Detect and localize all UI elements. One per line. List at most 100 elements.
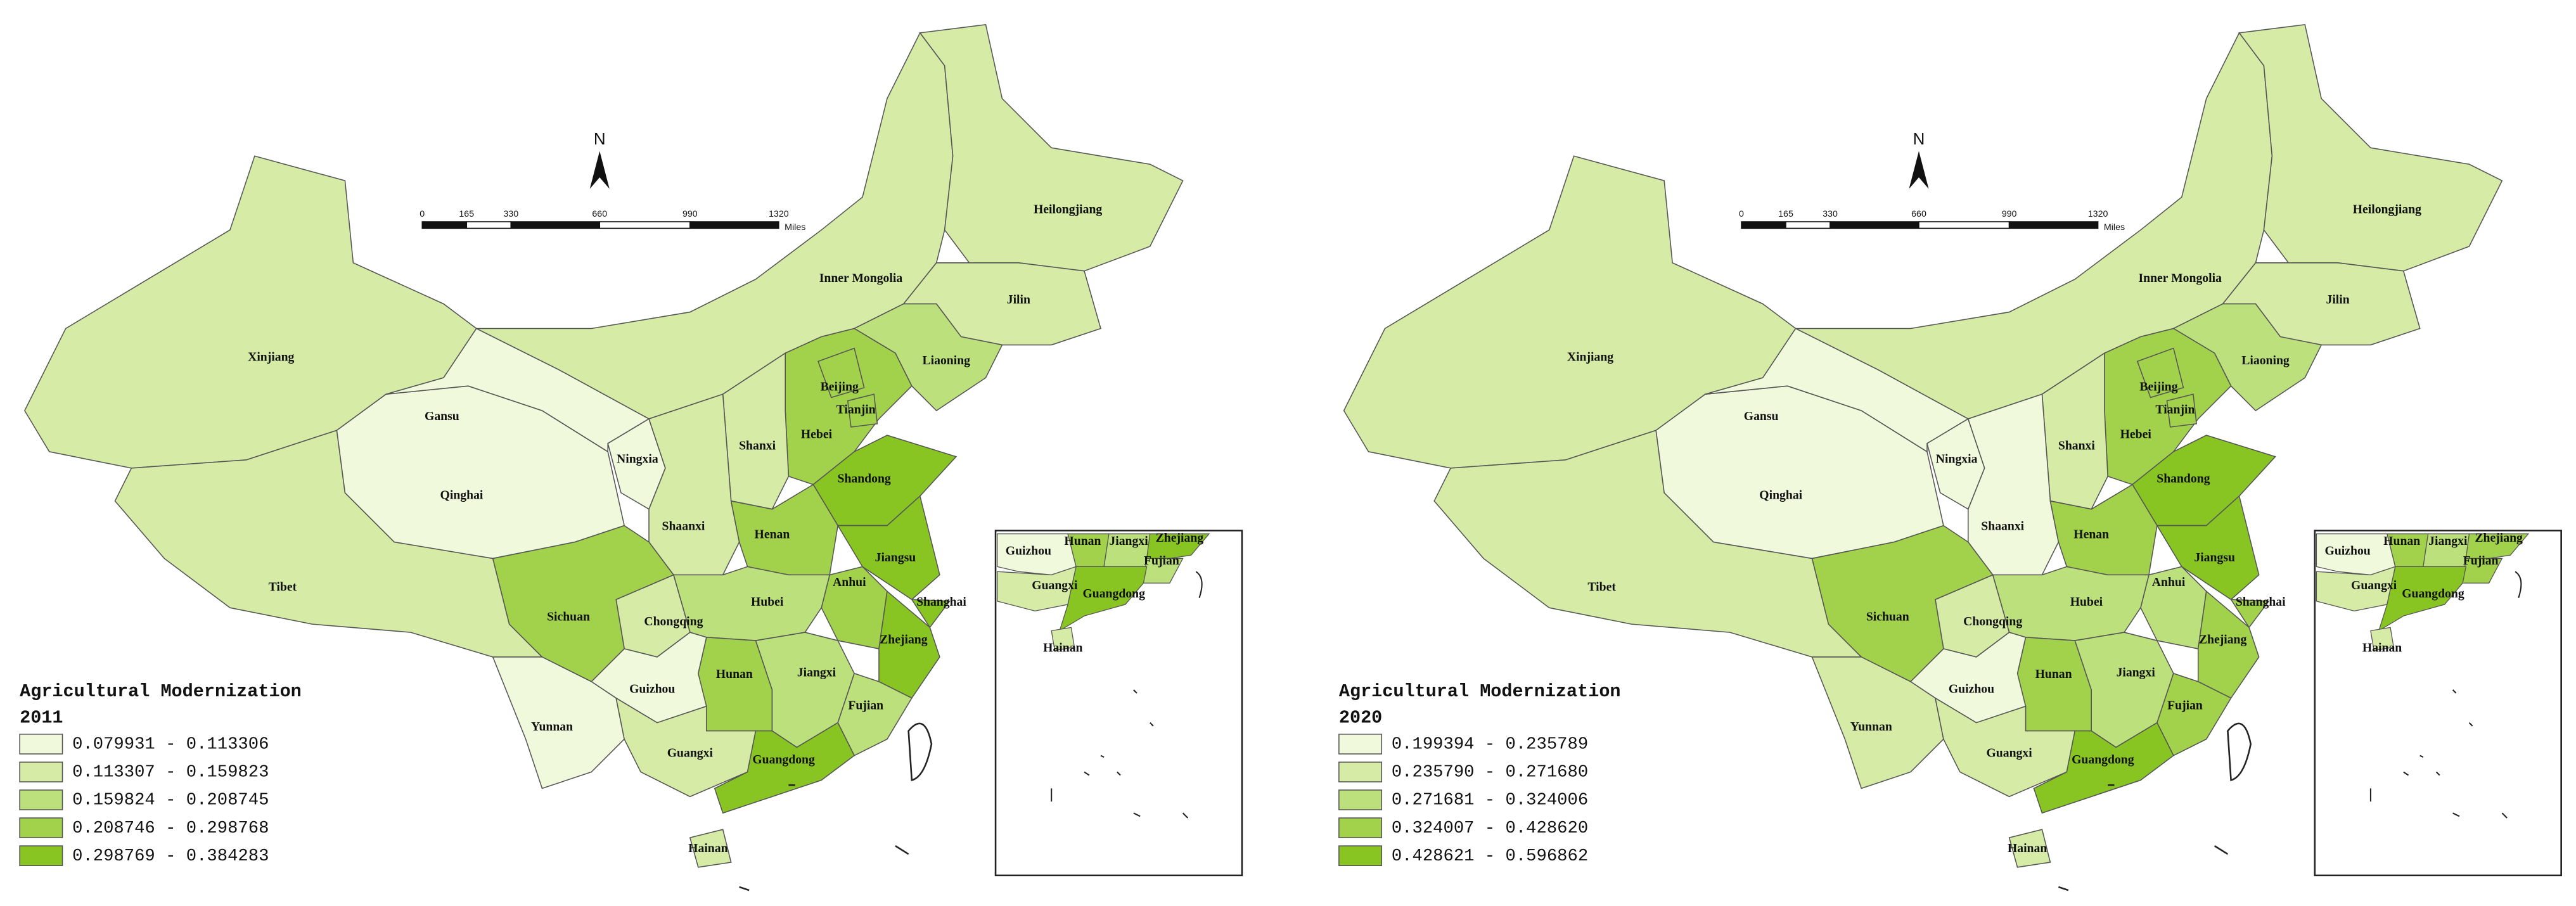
scale-segment — [421, 221, 468, 229]
province-label: Jiangxi — [797, 665, 836, 679]
legend-label: 0.428621 - 0.596862 — [1392, 846, 1588, 866]
province-label: Shaanxi — [662, 520, 705, 533]
province-label: Tibet — [269, 580, 297, 594]
province-label: Guizhou — [1949, 682, 1994, 696]
scale-segment — [689, 221, 779, 229]
legend-label: 0.324007 - 0.428620 — [1392, 819, 1588, 838]
province-label: Jilin — [1007, 293, 1030, 307]
scale-unit: Miles — [2104, 222, 2125, 233]
scale-segment — [1785, 221, 1831, 229]
province-label: Xinjiang — [1567, 350, 1613, 364]
scale-tick-label: 165 — [1778, 209, 1793, 219]
inset-islands — [2369, 571, 2522, 819]
province-label: Hubei — [2070, 595, 2103, 609]
province — [817, 347, 865, 399]
north-label: N — [594, 131, 606, 148]
scale-segment — [2008, 221, 2099, 229]
inset-region — [2465, 533, 2530, 559]
inset-label: Hunan — [2383, 534, 2420, 548]
inset-label: Zhejiang — [1156, 531, 1204, 545]
inset-islands — [1051, 571, 1203, 819]
legend-label: 0.271681 - 0.324006 — [1392, 791, 1588, 810]
province-label: Jiangxi — [2117, 665, 2156, 679]
province-label: Shanghai — [2236, 595, 2286, 609]
legend-swatch — [19, 845, 63, 867]
province — [492, 525, 675, 682]
province-label: Anhui — [2152, 575, 2186, 589]
province — [2230, 599, 2270, 628]
province-label: Beijing — [2139, 380, 2177, 393]
province-label: Henan — [755, 528, 790, 542]
province-label: Hainan — [688, 841, 727, 855]
scale-segment — [1741, 221, 1786, 229]
inset-label: Guangxi — [1032, 578, 1078, 592]
inset-label: Hunan — [1064, 534, 1101, 548]
province-label: Shandong — [838, 472, 891, 486]
legend-label: 0.199394 - 0.235789 — [1392, 735, 1588, 755]
legend-year: 2011 — [20, 707, 63, 728]
province — [847, 393, 878, 428]
province — [1811, 525, 1994, 682]
province-label: Hunan — [716, 667, 753, 681]
scale-tick-label: 1320 — [769, 209, 789, 219]
legend-swatch — [1338, 845, 1383, 867]
province-label: Fujian — [848, 698, 883, 712]
province — [919, 24, 1184, 272]
province-label: Fujian — [2167, 698, 2203, 712]
province-label: Ningxia — [617, 452, 658, 466]
province — [2033, 722, 2174, 814]
province — [615, 697, 757, 798]
province-label: Heilongjiang — [2353, 202, 2421, 216]
legend-label: 0.159824 - 0.208745 — [72, 791, 269, 810]
island — [2058, 722, 2252, 891]
province-label: Shanxi — [2058, 439, 2096, 453]
province-label: Inner Mongolia — [819, 271, 903, 285]
province-label: Liaoning — [2241, 354, 2290, 367]
north-arrow — [1909, 151, 1929, 189]
province-label: Sichuan — [547, 609, 590, 623]
province-label: Tianjin — [836, 403, 876, 417]
inset-region — [2378, 566, 2467, 632]
map-panel: Xinjiang Tibet Qinghai Gansu Inner Mongolia H… — [19, 24, 1243, 891]
province-label: Heilongjiang — [1034, 202, 1102, 216]
province-label: Hebei — [801, 428, 833, 442]
legend-label: 0.235790 - 0.271680 — [1392, 763, 1588, 782]
province-label: Zhejiang — [2199, 633, 2247, 647]
inset-label: Guangdong — [2402, 587, 2464, 601]
scale-segment — [1918, 221, 2010, 229]
province — [714, 722, 855, 814]
legend-label: 0.079931 - 0.113306 — [72, 735, 269, 755]
inset-region — [1059, 566, 1148, 632]
inset-label: Jiangxi — [2428, 534, 2468, 548]
province-label: Xinjiang — [248, 350, 294, 364]
inset-label: Hainan — [2362, 641, 2402, 655]
legend-title: Agricultural Modernization — [1339, 681, 1621, 702]
province — [911, 599, 951, 628]
legend-swatch — [19, 762, 63, 782]
province-label: Chongqing — [1963, 615, 2022, 628]
legend-label: 0.113307 - 0.159823 — [72, 763, 269, 782]
province-label: Hainan — [2008, 841, 2047, 855]
province-label: Guangxi — [667, 746, 714, 760]
province — [2166, 393, 2197, 428]
inset-label: Fujian — [1144, 554, 1179, 568]
province — [2238, 24, 2503, 272]
scale-segment — [599, 221, 691, 229]
province — [1934, 697, 2076, 798]
inset-label: Zhejiang — [2475, 531, 2523, 545]
province-label: Gansu — [1744, 409, 1779, 423]
province-label: Hunan — [2035, 667, 2072, 681]
legend-label: 0.208746 - 0.298768 — [72, 819, 269, 838]
province-label: Tianjin — [2155, 403, 2195, 417]
scale-tick-label: 990 — [2002, 209, 2017, 219]
scale-tick-label: 1320 — [2088, 209, 2108, 219]
province-label: Hubei — [751, 595, 784, 609]
legend-swatch — [19, 817, 63, 838]
province-label: Inner Mongolia — [2138, 271, 2222, 285]
scale-tick-label: 660 — [592, 209, 607, 219]
inset-region — [2370, 627, 2394, 651]
province-label: Jilin — [2326, 293, 2349, 307]
inset-label: Hainan — [1043, 641, 1082, 655]
legend-swatch — [19, 734, 63, 755]
